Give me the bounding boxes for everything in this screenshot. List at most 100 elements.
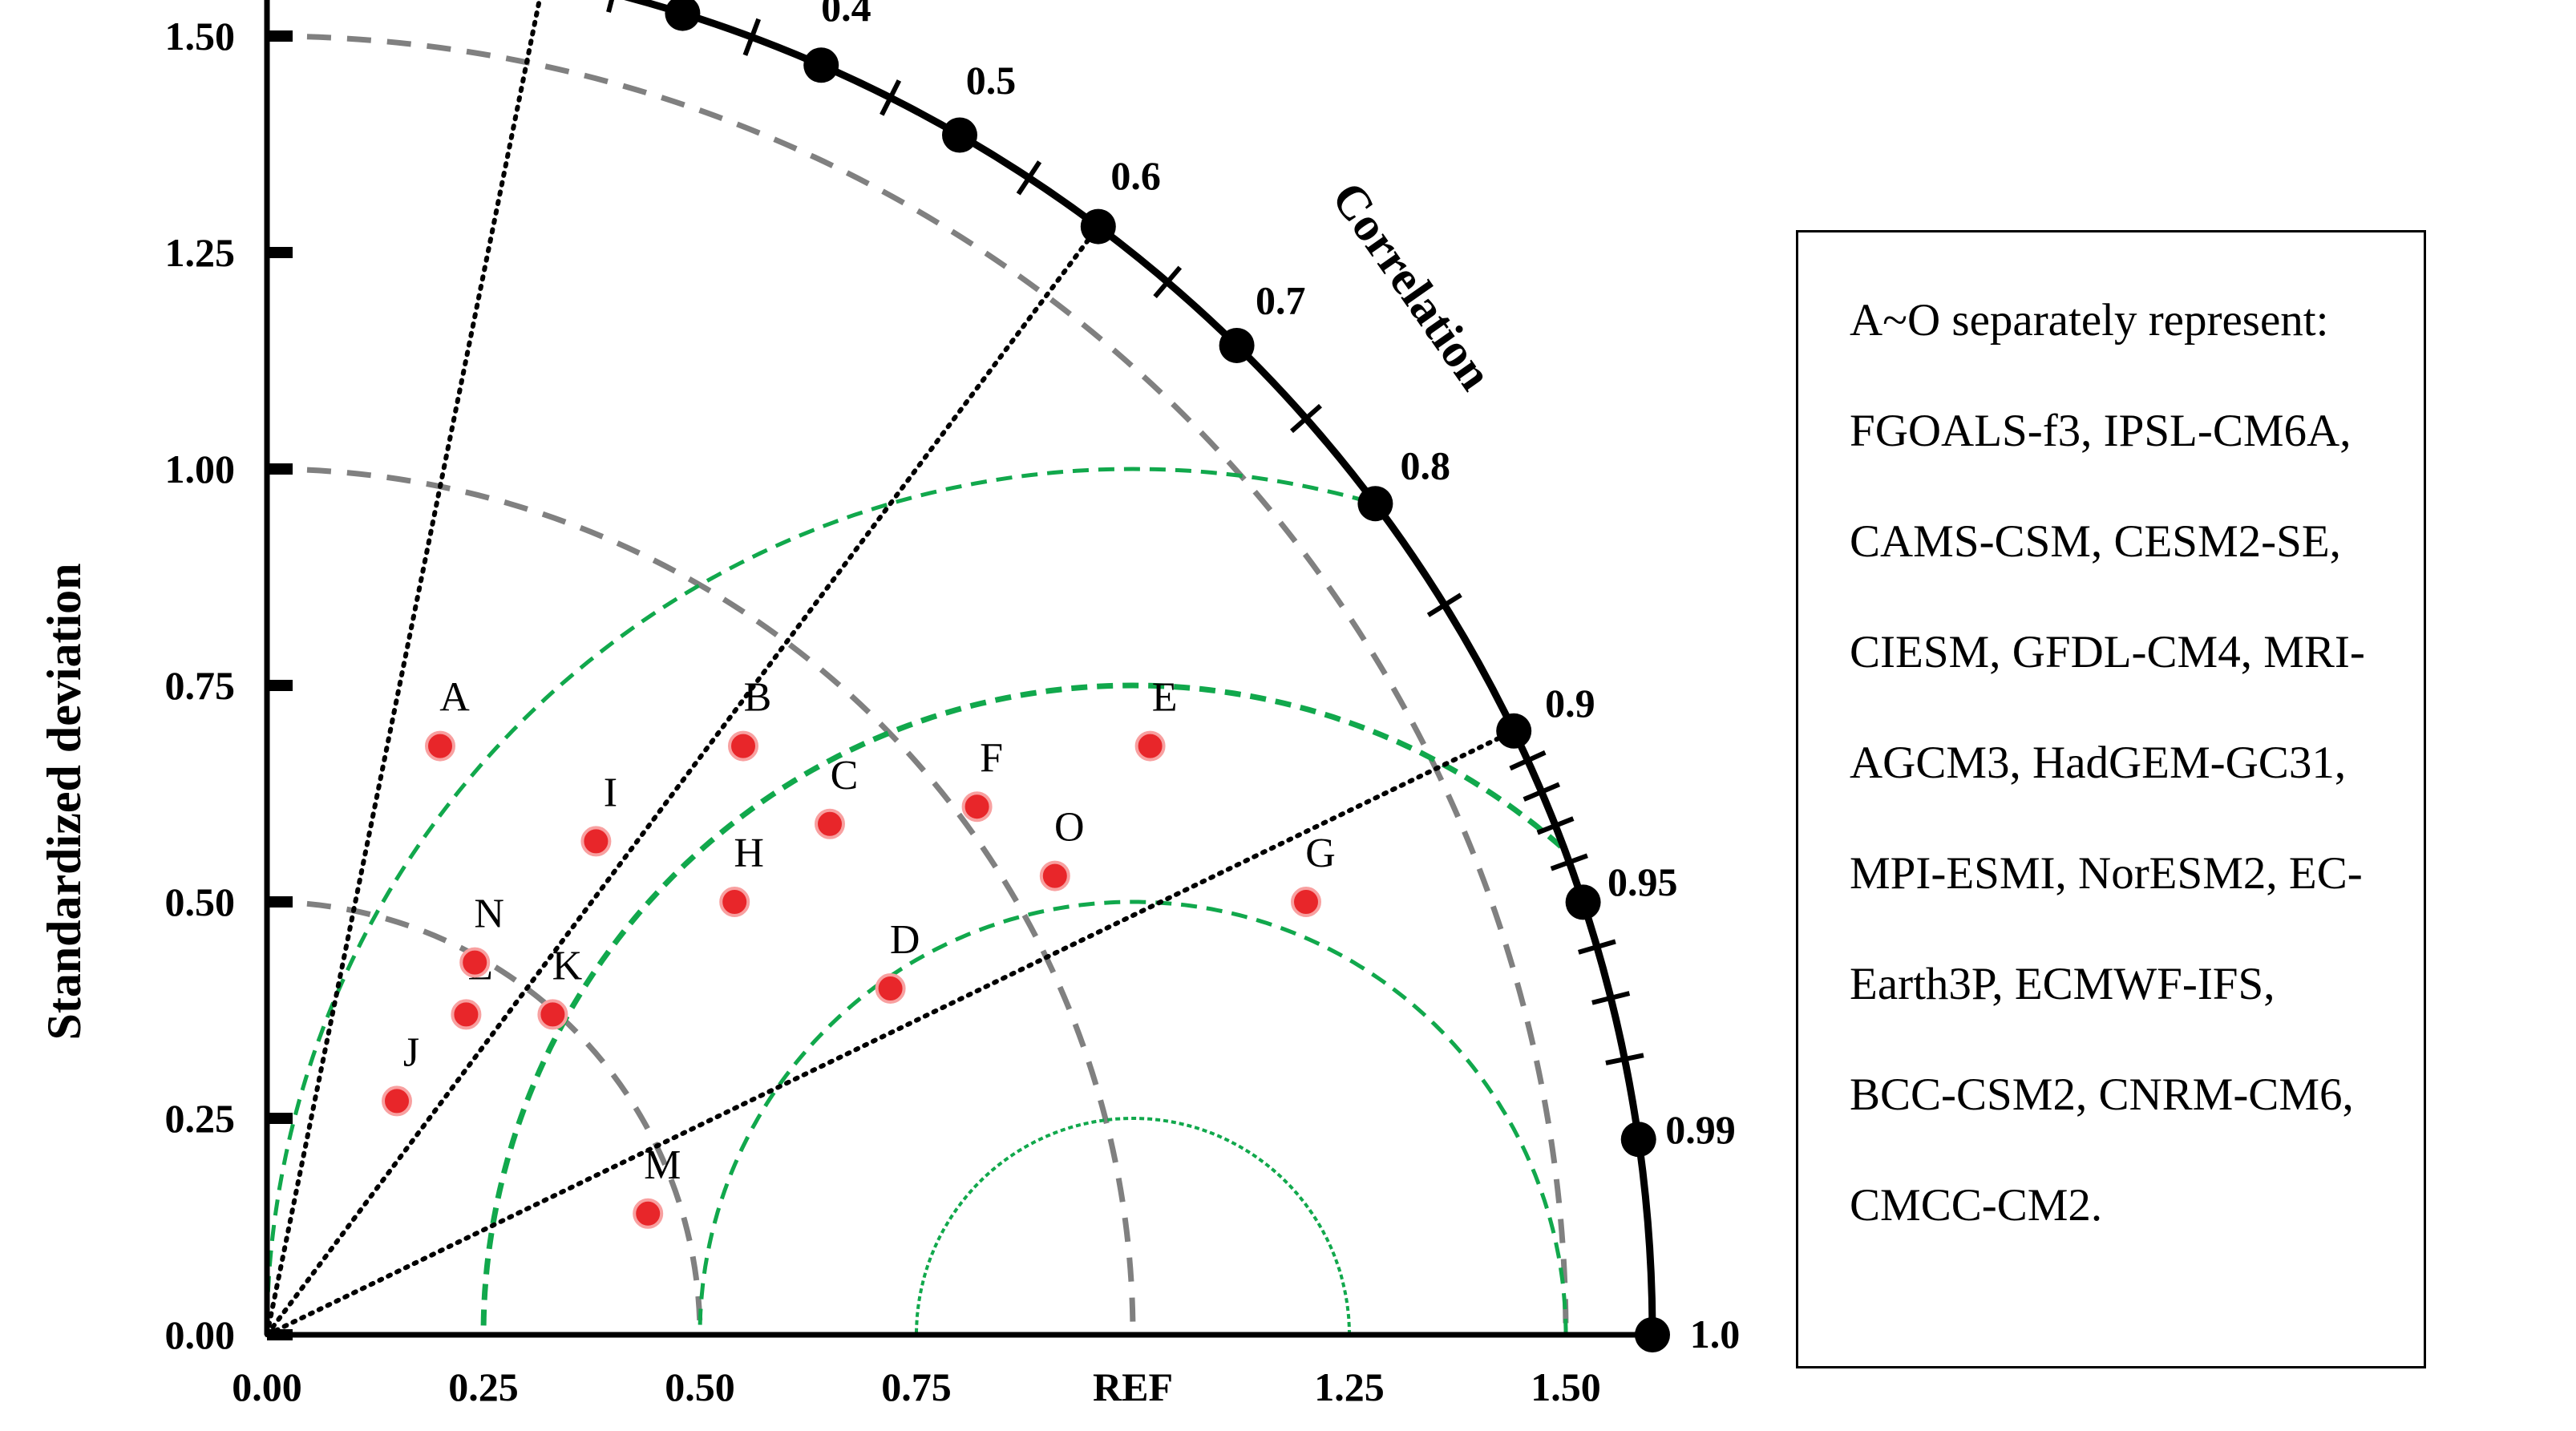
correlation-marker bbox=[665, 0, 701, 31]
x-tick-label: 1.25 bbox=[1314, 1364, 1385, 1409]
rms-arc bbox=[698, 899, 1568, 1335]
y-tick-label: 0.25 bbox=[165, 1096, 236, 1141]
legend-line: CMCC-CM2. bbox=[1850, 1180, 2103, 1231]
x-tick-label: 0.25 bbox=[448, 1364, 519, 1409]
correlation-tick bbox=[742, 18, 762, 56]
legend-line: FGOALS-f3, IPSL-CM6A, bbox=[1850, 406, 2352, 456]
correlation-tick bbox=[1509, 750, 1547, 771]
point-label-D: D bbox=[890, 917, 920, 963]
correlation-tick bbox=[1577, 939, 1616, 955]
rms-arc bbox=[915, 1117, 1351, 1335]
grid-layer bbox=[265, 0, 1569, 1337]
x-tick-label: 0.00 bbox=[232, 1364, 302, 1409]
correlation-label: 0.8 bbox=[1401, 443, 1451, 487]
correlation-tick bbox=[1426, 592, 1462, 617]
correlation-ray bbox=[265, 224, 1101, 1337]
rms-arc bbox=[480, 682, 1563, 1336]
data-point-M bbox=[633, 1198, 664, 1229]
data-point-B bbox=[728, 730, 758, 762]
correlation-ray bbox=[265, 0, 542, 1337]
x-tick-label: 1.50 bbox=[1531, 1364, 1601, 1409]
data-point-G bbox=[1291, 887, 1321, 917]
correlation-label: 0.9 bbox=[1545, 681, 1595, 726]
data-point-O bbox=[1039, 860, 1070, 891]
point-label-N: N bbox=[474, 891, 504, 937]
correlation-tick bbox=[1016, 160, 1042, 196]
point-label-O: O bbox=[1054, 805, 1085, 851]
correlation-marker bbox=[1635, 1317, 1670, 1352]
correlation-ray bbox=[265, 728, 1517, 1337]
correlation-label: 0.5 bbox=[966, 58, 1017, 103]
point-label-E: E bbox=[1152, 675, 1178, 721]
data-point-K bbox=[537, 999, 568, 1030]
data-point-D bbox=[875, 973, 906, 1004]
legend-line: MPI-ESMI, NorESM2, EC- bbox=[1850, 848, 2363, 899]
correlation-label: 0.6 bbox=[1110, 153, 1161, 198]
correlation-tick bbox=[1523, 782, 1561, 802]
correlation-tick bbox=[880, 79, 902, 116]
x-tick-label: 0.50 bbox=[665, 1364, 735, 1409]
std-dev-arc bbox=[266, 899, 703, 1336]
correlation-arc bbox=[624, 0, 1656, 1336]
correlation-marker bbox=[1080, 208, 1116, 245]
correlation-tick bbox=[1153, 265, 1183, 299]
data-point-I bbox=[580, 826, 612, 857]
correlation-marker bbox=[1496, 713, 1532, 749]
rms-arc bbox=[265, 467, 1369, 1336]
point-label-G: G bbox=[1305, 831, 1336, 876]
correlation-marker bbox=[803, 47, 839, 83]
correlation-marker bbox=[1565, 884, 1601, 920]
correlation-marker bbox=[942, 117, 977, 153]
std-dev-arc bbox=[266, 466, 1136, 1336]
data-point-N bbox=[459, 947, 491, 978]
point-label-M: M bbox=[644, 1142, 681, 1188]
correlation-tick bbox=[1536, 816, 1575, 835]
points-layer: ABCDEFGHIJKLMNO bbox=[382, 675, 1336, 1229]
correlation-label: 0.7 bbox=[1256, 277, 1306, 322]
legend-line: A~O separately represent: bbox=[1850, 295, 2329, 346]
data-point-E bbox=[1134, 730, 1166, 762]
y-axis-title: Standardized deviation bbox=[38, 563, 91, 1040]
point-label-C: C bbox=[831, 753, 859, 798]
correlation-tick bbox=[1550, 853, 1588, 871]
point-label-B: B bbox=[744, 675, 772, 721]
data-point-F bbox=[961, 791, 993, 823]
y-tick-label: 1.00 bbox=[165, 447, 236, 491]
legend-line: CAMS-CSM, CESM2-SE, bbox=[1850, 516, 2341, 567]
correlation-tick bbox=[1290, 403, 1322, 434]
correlation-tick bbox=[606, 0, 614, 13]
point-label-I: I bbox=[604, 770, 617, 815]
data-point-C bbox=[815, 808, 845, 839]
legend-line: BCC-CSM2, CNRM-CM6, bbox=[1850, 1069, 2354, 1120]
point-label-F: F bbox=[980, 735, 1003, 781]
y-tick-label: 1.50 bbox=[165, 14, 236, 59]
point-label-J: J bbox=[403, 1029, 419, 1075]
legend-line: CIESM, GFDL-CM4, MRI- bbox=[1850, 627, 2365, 677]
y-tick-label: 1.25 bbox=[165, 230, 236, 275]
x-tick-label: 0.75 bbox=[881, 1364, 952, 1409]
legend-box: A~O separately represent: FGOALS-f3, IPS… bbox=[1796, 230, 2426, 1368]
correlation-marker bbox=[1357, 486, 1393, 522]
y-tick-label: 0.50 bbox=[165, 879, 236, 924]
data-point-J bbox=[382, 1085, 412, 1117]
correlation-tick bbox=[1591, 991, 1631, 1005]
correlation-label: 0.99 bbox=[1665, 1107, 1736, 1152]
std-dev-arc bbox=[266, 33, 1569, 1336]
correlation-label: 0.95 bbox=[1607, 859, 1678, 904]
correlation-label: 1.0 bbox=[1690, 1312, 1741, 1356]
correlation-title: Correlation bbox=[1322, 172, 1502, 399]
data-point-H bbox=[719, 887, 750, 917]
correlation-tick bbox=[1605, 1053, 1644, 1065]
correlation-marker bbox=[1219, 327, 1255, 363]
correlation-marker bbox=[1620, 1122, 1656, 1158]
correlation-label: 0.4 bbox=[821, 0, 871, 30]
axis-layer: 0.000.250.500.751.001.251.500.00 0.25 0.50… bbox=[165, 0, 1741, 1409]
data-point-A bbox=[425, 730, 455, 762]
legend-line: AGCM3, HadGEM-GC31, bbox=[1850, 738, 2347, 788]
point-label-H: H bbox=[734, 831, 764, 876]
data-point-L bbox=[451, 999, 482, 1030]
y-tick-label: 0.00 bbox=[165, 1312, 236, 1357]
y-tick-label: 0.75 bbox=[165, 663, 236, 708]
point-label-K: K bbox=[552, 943, 583, 988]
